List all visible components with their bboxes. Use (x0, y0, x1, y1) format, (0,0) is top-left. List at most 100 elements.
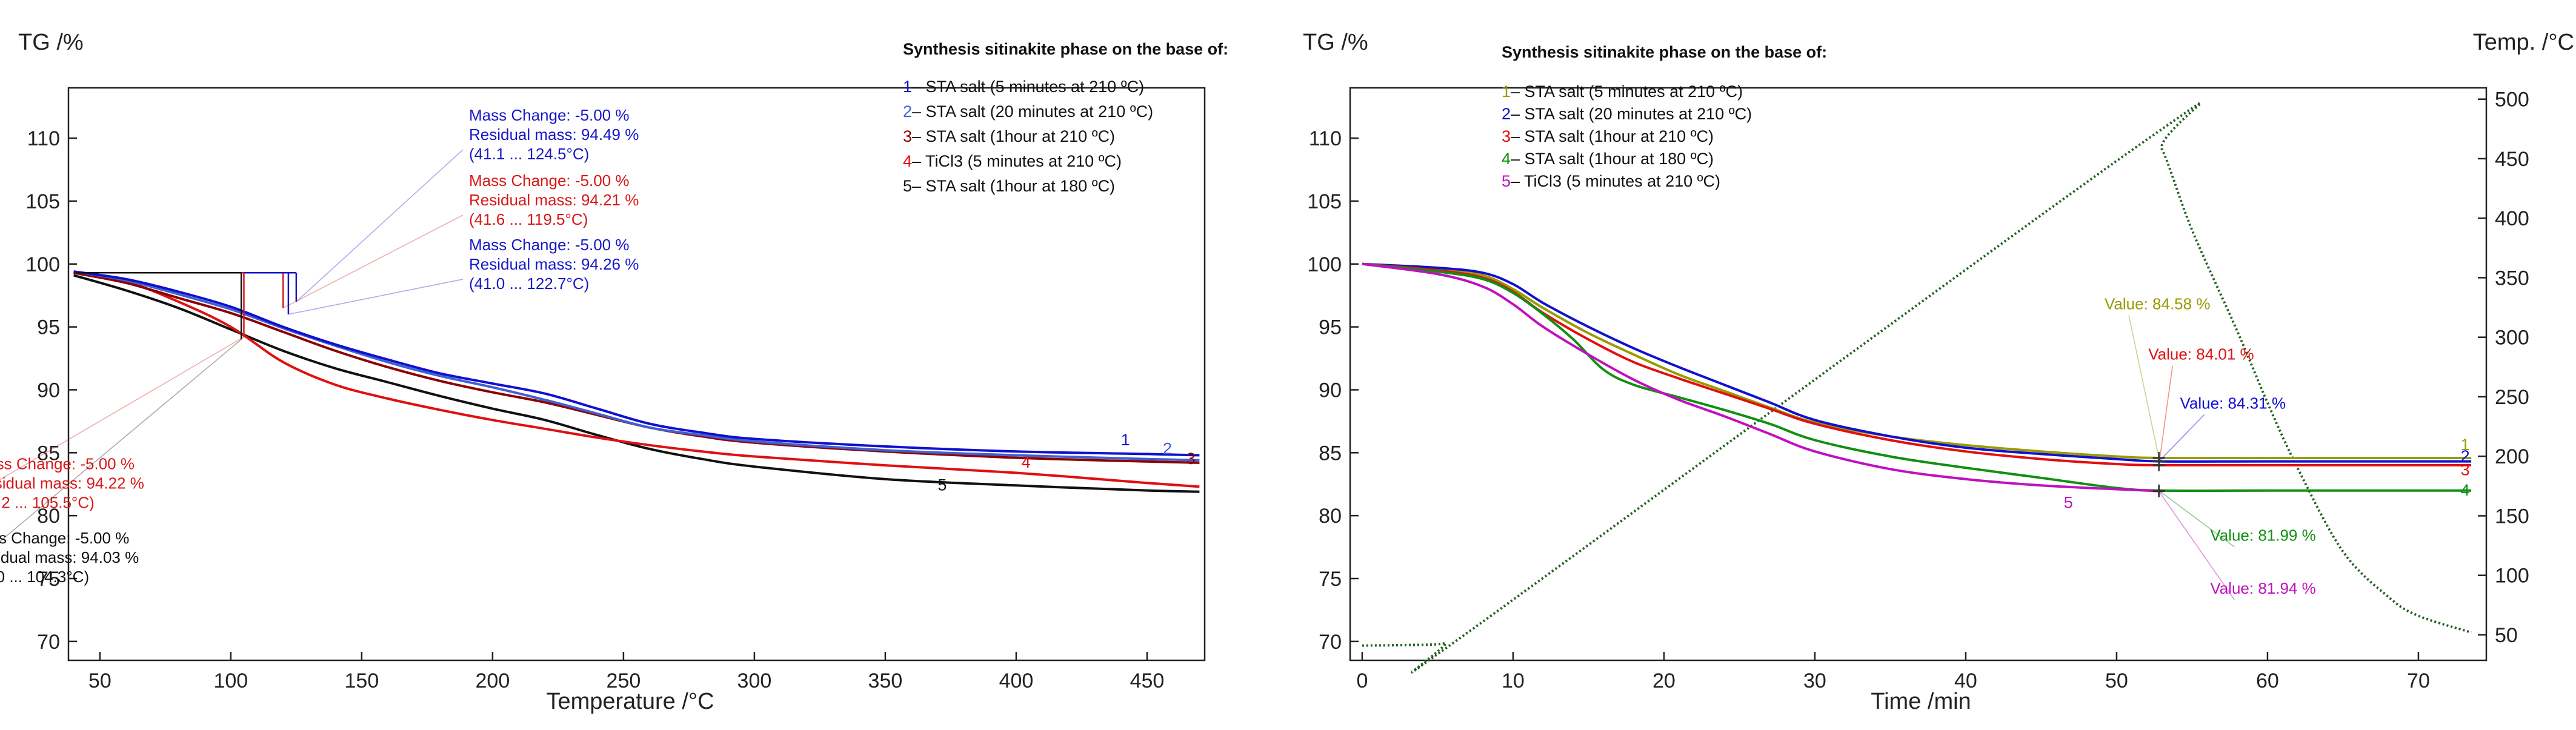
y-tick-label: 90 (1319, 379, 1342, 402)
y-tick-label: 80 (37, 505, 60, 528)
x-tick-label: 70 (2407, 669, 2430, 692)
annotation-leader-line (2158, 490, 2235, 548)
curve-number-label: 3 (1186, 450, 1196, 468)
x-tick-label: 30 (1803, 669, 1826, 692)
temperature-series-line (1362, 102, 2472, 674)
curve-number-label: 1 (1121, 431, 1130, 449)
annotation-value-text: Value: 81.99 % (2210, 526, 2315, 545)
y2-tick-label: 500 (2495, 88, 2529, 111)
annotation-leader-line (296, 149, 464, 302)
curve-number-label: 2 (2461, 447, 2470, 465)
legend-number: 5 (903, 177, 912, 195)
curve-number-label: 4 (1022, 453, 1031, 471)
y2-tick-label: 450 (2495, 148, 2529, 171)
y2-tick-label: 400 (2495, 207, 2529, 230)
plot-frame (67, 87, 1206, 662)
tg-time-chart: 0 10 20 30 40 50 60 70 70 75 80 85 90 95 100 105 110 50 10… (1303, 30, 2574, 714)
x-tick-label: 350 (868, 669, 903, 692)
y-tick-label: 90 (37, 379, 60, 402)
legend-entry: 4– TiCl3 (5 minutes at 210 ºC) (903, 152, 1122, 170)
series-line-3 (73, 271, 1200, 464)
x-tick-label: 200 (476, 669, 510, 692)
legend-entry: 1– STA salt (5 minutes at 210 ºC) (1502, 82, 1743, 101)
legend-entry: 5– TiCl3 (5 minutes at 210 ºC) (1502, 172, 1720, 190)
legend-text: – STA salt (1hour at 180 ºC) (912, 177, 1115, 195)
annotation-text-line: Mass Change: -5.00 % (0, 529, 129, 547)
curve-number-label: 5 (2064, 494, 2073, 512)
y2-axis-label: Temp. /°C (2473, 30, 2574, 55)
y2-tick-label: 150 (2495, 505, 2529, 528)
annotation-text-line: Residual mass: 94.49 % (469, 125, 639, 144)
x-tick-label: 250 (607, 669, 641, 692)
annotation-value-text: Value: 84.01 % (2148, 345, 2254, 363)
y-tick-label: 75 (37, 568, 60, 591)
series-line-2 (73, 270, 1200, 462)
x-tick-label: 450 (1130, 669, 1165, 692)
curve-number-label: 2 (1163, 439, 1172, 457)
curve-number-label: 1 (2461, 436, 2470, 454)
legend-number: 4 (903, 152, 912, 170)
annotation-text-line: Mass Change: -5.00 % (469, 171, 629, 190)
y-tick-label: 70 (37, 631, 60, 654)
y-tick-label: 105 (25, 190, 60, 213)
annotation-text-line: (41.6 ... 119.5°C) (469, 210, 588, 228)
y-tick-label: 105 (1307, 190, 1342, 213)
legend-text: – STA salt (1hour at 180 ºC) (1511, 150, 1714, 168)
annotation-value-text: Value: 81.94 % (2210, 579, 2315, 597)
curve-number-label: 5 (937, 476, 947, 494)
y-tick-label: 100 (1307, 253, 1342, 276)
y-tick-label: 85 (37, 442, 60, 465)
y-tick-label: 85 (1319, 442, 1342, 465)
legend-number: 3 (903, 127, 912, 145)
legend-text: – STA salt (5 minutes at 210 ºC) (912, 78, 1144, 96)
x-tick-label: 50 (88, 669, 111, 692)
legend-entry: 5– STA salt (1hour at 180 ºC) (903, 177, 1115, 195)
annotation-text-line: Mass Change: -5.00 % (469, 236, 629, 254)
series-line-5 (73, 274, 1200, 493)
annotation-text-line: (41.2 ... 105.5°C) (0, 493, 95, 511)
annotation-leader-line (2158, 491, 2235, 600)
x-axis-label: Time /min (1871, 689, 1971, 714)
annotation-text-line: Residual mass: 94.26 % (469, 255, 639, 273)
y2-tick-label: 100 (2495, 565, 2529, 588)
x-tick-label: 400 (999, 669, 1034, 692)
series-line-5 (1362, 262, 2162, 493)
legend-number: 2 (903, 102, 912, 121)
curve-number-label: 3 (2461, 461, 2470, 479)
legend-entry: 2– STA salt (20 minutes at 210 ºC) (1502, 105, 1752, 123)
x-tick-label: 100 (213, 669, 248, 692)
annotation-value-text: Value: 84.31 % (2180, 394, 2286, 413)
y-axis-label: TG /% (1303, 30, 1368, 55)
legend-text: – STA salt (1hour at 210 ºC) (1511, 127, 1714, 145)
legend-number: 2 (1502, 105, 1511, 123)
annotation-text-line: (41.0 ... 104.3°C) (0, 568, 89, 586)
legend-entry: 3– STA salt (1hour at 210 ºC) (1502, 127, 1714, 145)
y2-tick-label: 50 (2495, 624, 2518, 647)
legend-number: 5 (1502, 172, 1511, 190)
legend-text: – STA salt (1hour at 210 ºC) (912, 127, 1115, 145)
y2-tick-label: 200 (2495, 445, 2529, 468)
annotation-leader-line (288, 279, 464, 315)
tg-temperature-chart: 50 100 150 200 250 300 350 400 450 70 75 80 85 90 95 10… (0, 30, 1228, 714)
legend-text: – STA salt (20 minutes at 210 ºC) (1511, 105, 1752, 123)
annotation-text-line: (41.0 ... 122.7°C) (469, 274, 589, 293)
x-tick-label: 0 (1356, 669, 1368, 692)
curve-number-label: 4 (2461, 481, 2470, 499)
annotation-text-line: (41.1 ... 124.5°C) (469, 145, 589, 163)
x-tick-label: 300 (737, 669, 772, 692)
legend-entry: 4– STA salt (1hour at 180 ºC) (1502, 150, 1714, 168)
x-tick-label: 20 (1652, 669, 1676, 692)
y-tick-label: 95 (37, 316, 60, 339)
series-line-4 (73, 271, 1200, 488)
x-tick-label: 50 (2105, 669, 2128, 692)
annotation-leader-line (282, 214, 464, 309)
annotation-text-line: Mass Change: -5.00 % (0, 454, 135, 473)
annotation-leader-line (2158, 414, 2205, 462)
x-tick-label: 40 (1954, 669, 1977, 692)
annotation-text-line: Residual mass: 94.21 % (469, 191, 639, 209)
y-tick-label: 70 (1319, 631, 1342, 654)
annotation-leader-line (2158, 365, 2174, 465)
annotation-text-line: Residual mass: 94.22 % (0, 474, 144, 492)
plot-frame (1349, 87, 2488, 662)
y2-tick-label: 350 (2495, 267, 2529, 290)
